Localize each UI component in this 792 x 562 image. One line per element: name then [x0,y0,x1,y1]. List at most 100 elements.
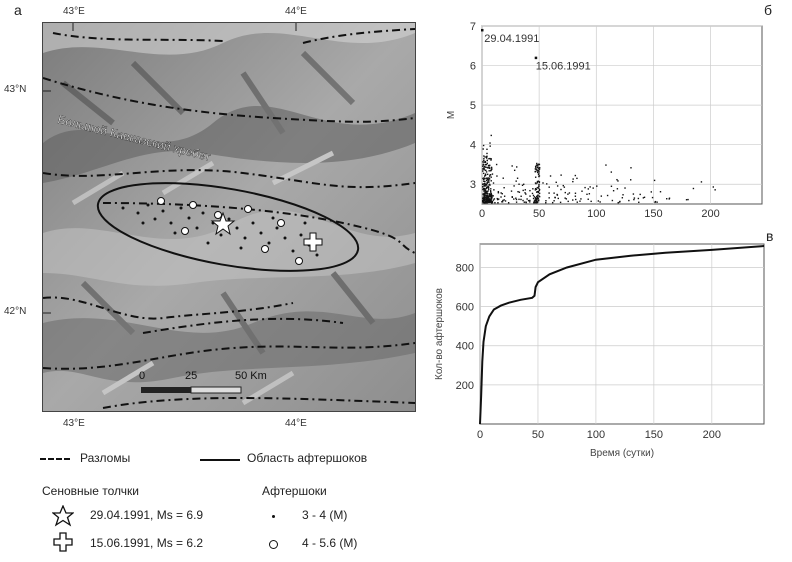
scatter-point [503,199,505,201]
scatter-point [483,168,485,171]
scatter-point [484,180,486,183]
scatter-point [538,163,540,165]
scatter-point [576,177,578,180]
scatter-point [510,190,513,192]
scatter-point [532,188,534,190]
scatter-point [492,199,495,201]
aftershock-area-ellipse [96,182,360,272]
scatter-point [529,195,531,197]
scatter-point [516,177,519,179]
scatter-point [622,194,624,196]
scatter-point [483,167,485,169]
scatter-point [497,202,499,204]
scatter-point [486,198,488,201]
scatter-point [489,195,492,198]
scatter-point [529,189,531,192]
scatter-point [687,198,689,201]
scatter-point [596,185,598,187]
scatter-point [485,157,488,159]
scatter-point [542,182,544,184]
scatter-point [651,196,654,199]
scatter-point [488,179,490,182]
scatter-point [484,183,487,185]
scatter-point [483,175,486,177]
scatter-point [482,144,485,147]
scatter-point [536,187,538,189]
scatter-point [503,195,506,197]
scatter-point [482,188,484,191]
scatter-point [638,201,640,203]
scatter-point [486,197,489,200]
scatter-point [576,201,578,203]
scatter-point [515,201,518,203]
lon-label-43-top: 43°E [63,6,85,17]
scatter-point [485,198,488,200]
shock2-label: 15.06.1991, Ms = 6.2 [90,536,204,550]
scatter-point [497,191,500,193]
scatter-point [490,198,493,200]
scatter-point [538,185,540,187]
scatter-point [486,196,489,199]
scatter-point [616,178,618,181]
plot-area-c [479,243,765,425]
scatter-point [537,186,539,189]
cross-marker-15-06 [303,232,323,252]
scatter-point [643,196,646,198]
scatter-point [630,179,632,181]
scatter-point [482,164,485,166]
scatter-point [525,193,527,195]
scatter-point [493,198,496,200]
scatter-point [489,145,491,147]
scatter-point [572,178,574,180]
scatter-point [485,179,488,182]
scatter-point [535,168,537,170]
y-tick-label-b: 5 [470,100,476,112]
scatter-point [489,194,491,196]
scatter-point [562,184,564,187]
scatter-point [485,199,487,201]
x-tick-label-c: 50 [532,429,544,441]
scatter-point [650,191,653,193]
scatter-point [587,198,589,200]
scatter-point [487,195,490,197]
scatter-point [490,188,492,190]
scatter-point [486,159,488,162]
scatter-point [559,201,562,204]
scatter-point [497,192,500,194]
scale-label-0: 0 [139,370,145,382]
scatter-point [531,192,534,195]
panel-label-a: а [14,2,22,18]
shock1-label: 29.04.1991, Ms = 6.9 [90,508,204,522]
scatter-point [590,200,592,203]
scatter-point [518,198,520,201]
area-legend-label: Область афтершоков [247,451,368,465]
scatter-point [639,193,641,196]
annotation-29-04: 29.04.1991 [484,33,539,45]
scatter-point [486,179,489,181]
x-tick-label-b: 200 [701,208,719,220]
scatter-point [483,180,485,182]
scatter-point [516,166,518,168]
scatter-point [642,197,645,199]
x-tick-label-b: 0 [479,208,485,220]
scatter-point [492,182,495,184]
scatter-point [537,164,539,166]
scatter-point [628,199,630,202]
scatter-point [482,201,484,204]
scatter-point [526,198,528,200]
scatter-point [535,164,538,166]
x-tick-label-c: 150 [645,429,663,441]
fault-legend-label: Разломы [80,451,131,465]
scatter-point [497,198,500,200]
scatter-point [654,201,656,203]
scatter-point [489,199,491,202]
scatter-point [611,199,614,202]
scatter-point [485,171,488,173]
scatter-point [563,186,566,188]
scatter-point [525,201,527,203]
scatter-point [488,177,490,179]
scatter-point [490,170,492,172]
scatter-point [668,197,671,199]
scatter-point [484,192,486,194]
scatter-point [545,200,547,202]
